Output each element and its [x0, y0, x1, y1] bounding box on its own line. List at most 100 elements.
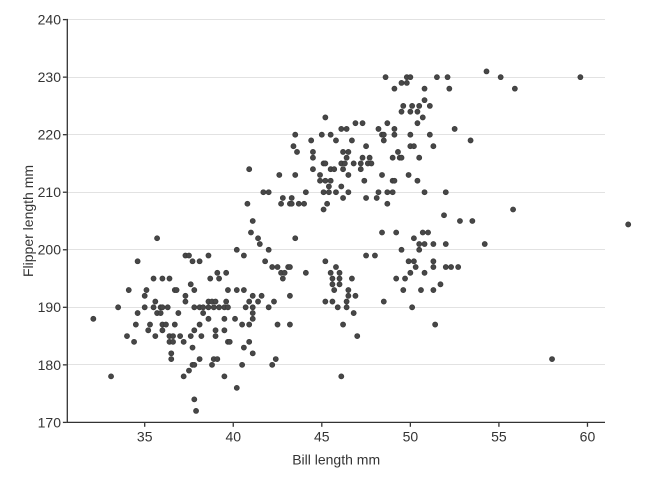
data-point — [379, 229, 385, 236]
data-point — [278, 200, 284, 207]
data-point — [265, 304, 272, 311]
data-point — [288, 195, 295, 201]
data-point — [221, 327, 228, 334]
data-point — [343, 304, 350, 311]
data-point — [400, 287, 407, 293]
data-point — [287, 264, 293, 270]
data-point — [405, 172, 412, 178]
data-point — [577, 74, 584, 81]
data-point — [345, 172, 352, 178]
data-point — [175, 310, 182, 316]
data-point — [411, 235, 417, 242]
data-point — [191, 361, 198, 368]
data-point — [125, 287, 132, 293]
x-tick-label-40: 40 — [225, 429, 241, 445]
data-point — [320, 206, 327, 213]
data-point — [260, 189, 267, 196]
y-tick-label-180: 180 — [38, 357, 62, 373]
data-point — [352, 292, 359, 299]
data-point — [246, 298, 253, 305]
data-point — [191, 287, 198, 293]
data-point — [334, 304, 341, 311]
data-point — [317, 172, 323, 178]
data-point — [221, 373, 228, 380]
data-point — [349, 137, 355, 144]
data-point — [442, 241, 449, 247]
data-point — [434, 74, 440, 81]
y-tick-label-190: 190 — [38, 299, 62, 315]
data-point — [402, 275, 408, 282]
data-point — [359, 120, 366, 127]
data-point — [336, 269, 343, 276]
data-point — [340, 166, 346, 173]
data-point — [421, 269, 428, 276]
data-point — [419, 114, 426, 121]
data-point — [249, 310, 256, 316]
data-point — [333, 137, 339, 144]
data-point — [375, 189, 382, 196]
data-point — [279, 195, 286, 201]
data-point — [205, 315, 212, 322]
data-point — [134, 258, 141, 265]
data-point — [205, 252, 212, 259]
data-point — [292, 172, 299, 178]
data-point — [451, 126, 458, 132]
data-point — [239, 321, 246, 328]
data-point — [108, 373, 114, 380]
data-point — [159, 327, 166, 334]
data-point — [276, 172, 283, 178]
data-point — [391, 126, 398, 132]
data-point — [343, 126, 350, 132]
data-point — [379, 172, 385, 178]
data-point — [207, 275, 214, 282]
data-point — [302, 189, 309, 196]
data-point — [398, 246, 405, 253]
data-point — [147, 321, 153, 328]
data-point — [511, 85, 518, 92]
data-point — [159, 275, 166, 282]
data-point — [317, 177, 323, 184]
data-point — [407, 131, 414, 138]
data-point — [481, 241, 488, 247]
data-point — [384, 200, 391, 207]
data-point — [333, 189, 339, 196]
data-point — [421, 97, 428, 104]
data-point — [419, 229, 426, 236]
data-point — [432, 321, 439, 328]
data-point — [352, 120, 359, 127]
data-point — [416, 246, 423, 253]
data-point — [216, 304, 222, 311]
data-point — [249, 315, 256, 322]
data-point — [168, 356, 175, 363]
data-point — [244, 200, 251, 207]
data-point — [295, 200, 302, 207]
data-point — [391, 85, 398, 92]
data-point — [363, 252, 369, 259]
data-point — [414, 120, 421, 127]
data-point — [182, 292, 189, 299]
data-point — [483, 68, 490, 75]
data-point — [187, 333, 194, 339]
data-point — [338, 373, 345, 380]
data-point — [318, 131, 325, 138]
data-point — [327, 269, 334, 276]
data-point — [455, 264, 462, 270]
data-point — [354, 333, 361, 339]
data-point — [196, 321, 203, 328]
data-point — [255, 235, 261, 242]
data-point — [407, 269, 414, 276]
data-point — [115, 304, 122, 311]
data-point — [249, 350, 256, 357]
data-point — [421, 85, 428, 92]
data-point — [398, 79, 405, 86]
data-point — [233, 384, 240, 391]
data-point — [189, 258, 196, 265]
data-point — [329, 275, 336, 282]
data-point — [412, 264, 419, 270]
data-point — [262, 258, 269, 265]
data-point — [170, 333, 176, 339]
data-point — [308, 137, 315, 144]
data-point — [380, 298, 387, 305]
data-point — [226, 338, 233, 345]
data-point — [242, 304, 249, 311]
